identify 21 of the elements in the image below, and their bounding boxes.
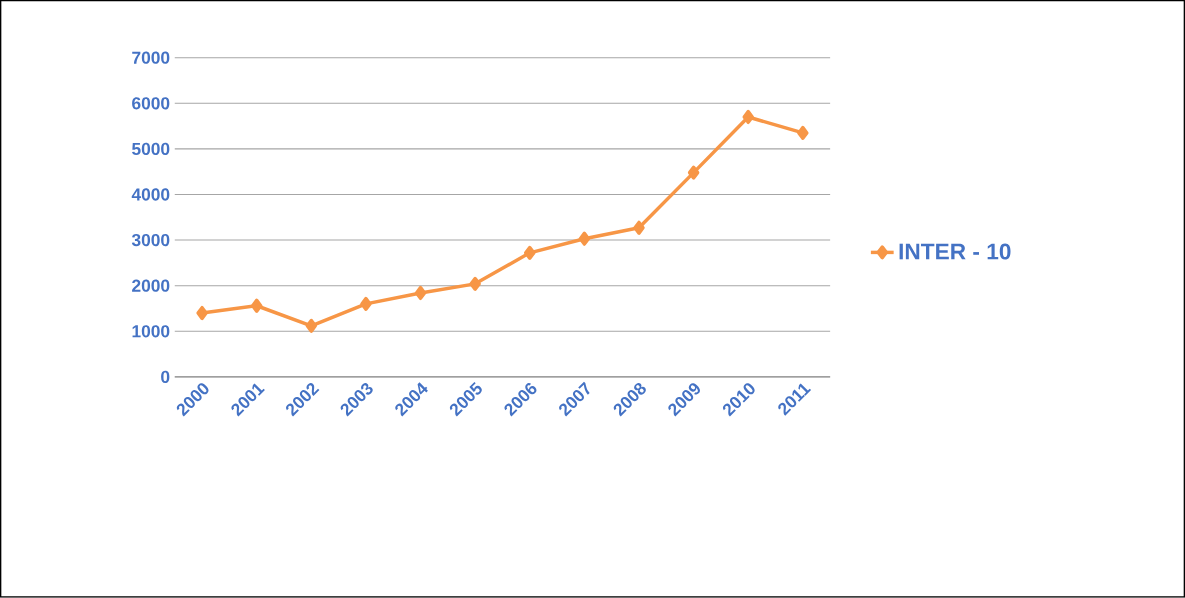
y-tick-label: 7000 <box>132 51 170 64</box>
point <box>524 245 536 261</box>
point <box>687 165 700 180</box>
point <box>305 318 318 334</box>
y-tick-label: 6000 <box>132 97 170 110</box>
point <box>633 220 645 236</box>
point <box>196 306 208 321</box>
point <box>797 126 809 141</box>
y-tick-label: 2000 <box>132 279 170 292</box>
point <box>250 298 263 313</box>
y-tick-label: 4000 <box>131 188 170 201</box>
point <box>414 286 427 301</box>
legend-label: INTER - 10 <box>899 243 1011 260</box>
y-tick-label: 1000 <box>132 325 170 338</box>
point <box>469 276 481 292</box>
point <box>360 297 372 312</box>
point <box>578 231 591 246</box>
y-tick-label: 3000 <box>131 234 170 247</box>
point <box>742 110 754 125</box>
y-tick-label: 0 <box>161 370 170 384</box>
y-tick-label: 5000 <box>132 142 170 156</box>
